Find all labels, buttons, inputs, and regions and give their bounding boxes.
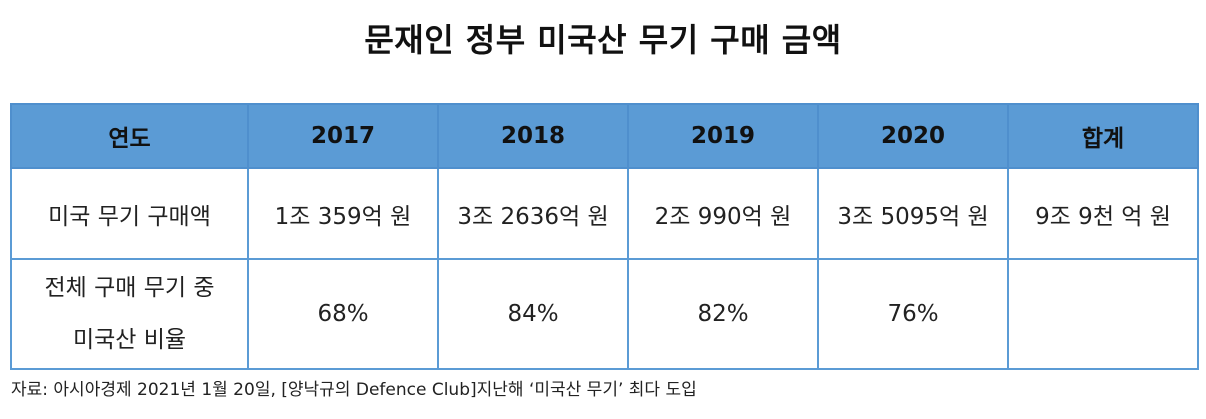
cell-us-purchase-2017: 1조 359억 원 [247, 167, 439, 260]
cell-value: 1조 359억 원 [274, 203, 412, 230]
table-row: 전체 구매 무기 중 미국산 비율 68% 84% 82% 76% [10, 258, 1199, 370]
column-header-2017: 2017 [247, 103, 439, 169]
cell-value: 2조 990억 원 [654, 203, 792, 230]
column-header-2018: 2018 [437, 103, 629, 169]
cell-value: 9조 9천 억 원 [1035, 203, 1171, 230]
cell-us-purchase-total: 9조 9천 억 원 [1007, 167, 1199, 260]
table-header-row: 연도 2017 2018 2019 2020 합계 [10, 103, 1199, 169]
column-header-year: 연도 [10, 103, 249, 169]
source-note: 자료: 아시아경제 2021년 1월 20일, [양낙규의 Defence Cl… [11, 380, 697, 400]
cell-us-share-2018: 84% [437, 258, 629, 370]
cell-value: 84% [507, 301, 559, 327]
table-row: 미국 무기 구매액 1조 359억 원 3조 2636억 원 2조 990억 원… [10, 167, 1199, 260]
cell-value: 82% [697, 301, 749, 327]
column-header-2020: 2020 [817, 103, 1009, 169]
cell-value: 3조 2636억 원 [457, 203, 609, 230]
cell-us-purchase-2018: 3조 2636억 원 [437, 167, 629, 260]
page-title: 문재인 정부 미국산 무기 구매 금액 [364, 21, 842, 59]
row-label-us-purchase: 미국 무기 구매액 [10, 167, 249, 260]
purchase-table: 연도 2017 2018 2019 2020 합계 미국 무기 구매액 1조 3… [10, 103, 1199, 370]
column-header-2019: 2019 [627, 103, 819, 169]
cell-us-share-total [1007, 258, 1199, 370]
cell-us-purchase-2020: 3조 5095억 원 [817, 167, 1009, 260]
column-header-total: 합계 [1007, 103, 1199, 169]
row-label-text: 미국 무기 구매액 [48, 203, 211, 230]
cell-us-share-2019: 82% [627, 258, 819, 370]
cell-us-share-2020: 76% [817, 258, 1009, 370]
cell-value: 68% [317, 301, 369, 327]
cell-us-share-2017: 68% [247, 258, 439, 370]
cell-value: 3조 5095억 원 [837, 203, 989, 230]
row-label-text: 전체 구매 무기 중 [44, 275, 215, 301]
row-label-text: 미국산 비율 [72, 327, 187, 353]
cell-value: 76% [887, 301, 939, 327]
row-label-us-share: 전체 구매 무기 중 미국산 비율 [10, 258, 249, 370]
cell-us-purchase-2019: 2조 990억 원 [627, 167, 819, 260]
